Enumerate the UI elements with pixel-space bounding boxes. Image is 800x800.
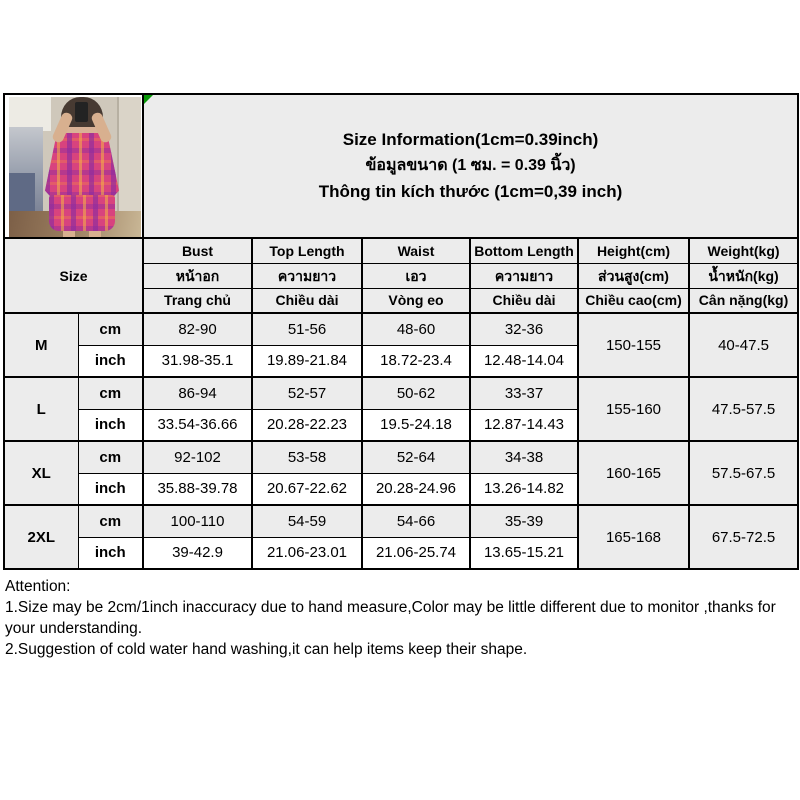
col-header-weight-vi: Cân nặng(kg) — [687, 287, 799, 314]
title-cell: Size Information(1cm=0.39inch) ข้อมูลขนา… — [141, 93, 799, 239]
product-photo — [9, 97, 141, 236]
unit-inch: inch — [77, 536, 144, 570]
size-label-l: L — [3, 376, 79, 442]
col-header-bottomlength-vi: Chiều dài — [469, 287, 579, 314]
xl-bust-cm: 92-102 — [142, 440, 253, 474]
plaid-shorts — [49, 195, 115, 231]
model-right-leg — [89, 228, 101, 236]
m-waist-inch: 18.72-23.4 — [361, 344, 471, 378]
2xl-waist-cm: 54-66 — [361, 504, 471, 538]
photo-background-closet — [9, 97, 51, 131]
unit-inch: inch — [77, 408, 144, 442]
col-header-bust-th: หน้าอก — [142, 262, 253, 289]
2xl-bottomlength-cm: 35-39 — [469, 504, 579, 538]
m-bust-inch: 31.98-35.1 — [142, 344, 253, 378]
unit-cm: cm — [77, 312, 144, 346]
m-bust-cm: 82-90 — [142, 312, 253, 346]
size-table: Size Information(1cm=0.39inch) ข้อมูลขนา… — [3, 93, 800, 570]
xl-bust-inch: 35.88-39.78 — [142, 472, 253, 506]
col-header-toplength-en: Top Length — [251, 237, 363, 264]
size-header: Size — [3, 237, 144, 314]
col-header-toplength-vi: Chiều dài — [251, 287, 363, 314]
xl-waist-cm: 52-64 — [361, 440, 471, 474]
plaid-cami-top — [45, 133, 119, 197]
2xl-toplength-cm: 54-59 — [251, 504, 363, 538]
2xl-toplength-inch: 21.06-23.01 — [251, 536, 363, 570]
size-label-xl: XL — [3, 440, 79, 506]
unit-inch: inch — [77, 472, 144, 506]
col-header-height-th: ส่วนสูง(cm) — [577, 262, 690, 289]
unit-cm: cm — [77, 376, 144, 410]
unit-cm: cm — [77, 504, 144, 538]
col-header-weight-th: น้ำหนัก(kg) — [687, 262, 799, 289]
title-thai: ข้อมูลขนาด (1 ซม. = 0.39 นิ้ว) — [365, 157, 576, 174]
l-bottomlength-inch: 12.87-14.43 — [469, 408, 579, 442]
col-header-bottomlength-th: ความยาว — [469, 262, 579, 289]
col-header-bottomlength-en: Bottom Length — [469, 237, 579, 264]
size-label-2xl: 2XL — [3, 504, 79, 570]
m-height: 150-155 — [577, 312, 690, 378]
xl-toplength-cm: 53-58 — [251, 440, 363, 474]
unit-cm: cm — [77, 440, 144, 474]
xl-waist-inch: 20.28-24.96 — [361, 472, 471, 506]
l-bottomlength-cm: 33-37 — [469, 376, 579, 410]
l-weight: 47.5-57.5 — [687, 376, 799, 442]
model-phone — [75, 102, 88, 122]
col-header-bust-vi: Trang chủ — [142, 287, 253, 314]
2xl-bust-inch: 39-42.9 — [142, 536, 253, 570]
2xl-height: 165-168 — [577, 504, 690, 570]
size-label-m: M — [3, 312, 79, 378]
photo-background-curtain — [9, 173, 35, 215]
2xl-bottomlength-inch: 13.65-15.21 — [469, 536, 579, 570]
l-toplength-inch: 20.28-22.23 — [251, 408, 363, 442]
attention-item-2: 2.Suggestion of cold water hand washing,… — [5, 641, 528, 658]
col-header-height-en: Height(cm) — [577, 237, 690, 264]
m-toplength-inch: 19.89-21.84 — [251, 344, 363, 378]
m-waist-cm: 48-60 — [361, 312, 471, 346]
l-waist-cm: 50-62 — [361, 376, 471, 410]
attention-notes: Attention: 1.Size may be 2cm/1inch inacc… — [5, 576, 797, 660]
l-waist-inch: 19.5-24.18 — [361, 408, 471, 442]
2xl-weight: 67.5-72.5 — [687, 504, 799, 570]
xl-height: 160-165 — [577, 440, 690, 506]
l-height: 155-160 — [577, 376, 690, 442]
title-vietnamese: Thông tin kích thước (1cm=0,39 inch) — [318, 182, 623, 201]
xl-bottomlength-inch: 13.26-14.82 — [469, 472, 579, 506]
l-bust-inch: 33.54-36.66 — [142, 408, 253, 442]
m-bottomlength-cm: 32-36 — [469, 312, 579, 346]
l-toplength-cm: 52-57 — [251, 376, 363, 410]
col-header-weight-en: Weight(kg) — [687, 237, 799, 264]
product-photo-cell — [3, 93, 144, 239]
m-bottomlength-inch: 12.48-14.04 — [469, 344, 579, 378]
2xl-waist-inch: 21.06-25.74 — [361, 536, 471, 570]
model-left-leg — [63, 228, 75, 236]
col-header-waist-vi: Vòng eo — [361, 287, 471, 314]
col-header-toplength-th: ความยาว — [251, 262, 363, 289]
col-header-height-vi: Chiều cao(cm) — [577, 287, 690, 314]
cell-error-marker-icon — [145, 95, 153, 104]
xl-weight: 57.5-67.5 — [687, 440, 799, 506]
attention-item-1: 1.Size may be 2cm/1inch inaccuracy due t… — [5, 599, 776, 637]
unit-inch: inch — [77, 344, 144, 378]
l-bust-cm: 86-94 — [142, 376, 253, 410]
col-header-waist-en: Waist — [361, 237, 471, 264]
col-header-waist-th: เอว — [361, 262, 471, 289]
2xl-bust-cm: 100-110 — [142, 504, 253, 538]
m-weight: 40-47.5 — [687, 312, 799, 378]
xl-bottomlength-cm: 34-38 — [469, 440, 579, 474]
attention-heading: Attention: — [5, 578, 71, 595]
col-header-bust-en: Bust — [142, 237, 253, 264]
m-toplength-cm: 51-56 — [251, 312, 363, 346]
title-english: Size Information(1cm=0.39inch) — [342, 130, 599, 149]
xl-toplength-inch: 20.67-22.62 — [251, 472, 363, 506]
